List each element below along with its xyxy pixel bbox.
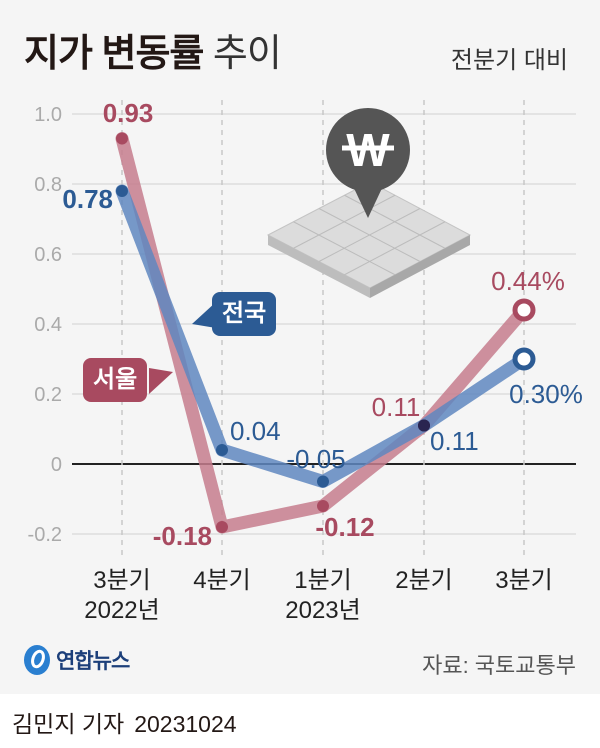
data-label: 0.04 (230, 416, 281, 446)
national-point (216, 444, 228, 456)
line-chart: -0.2 0 0.2 0.4 0.6 0.8 1.0 W 0.93 -0.18 -0.12 0.1… (28, 98, 583, 560)
seoul-point (216, 521, 228, 533)
y-tick-label: 0.4 (34, 314, 62, 336)
chart-title: 지가 변동률 추이 (24, 22, 282, 77)
x-label-2: 1분기 2023년 (285, 567, 361, 624)
x-label-1: 4분기 (193, 567, 251, 594)
y-tick-label: 0.8 (34, 174, 62, 196)
data-label: 0.30% (509, 379, 583, 409)
logo-text: 연합뉴스 (56, 650, 130, 673)
series-dots (116, 132, 536, 533)
reporter-name: 김민지 기자 (12, 711, 125, 737)
legend-seoul-tag: 서울 (83, 358, 148, 402)
legend-national-label: 전국 (222, 300, 267, 327)
y-tick-label: 1.0 (34, 104, 62, 126)
legend-seoul-label: 서울 (93, 366, 138, 393)
national-point (418, 419, 430, 432)
byline: 김민지 기자 20231024 (12, 705, 237, 739)
legend-seoul-pointer-icon (149, 368, 173, 394)
national-point (317, 475, 329, 488)
x-label-3: 2분기 (395, 567, 453, 594)
legend-national-pointer-icon (192, 302, 216, 328)
y-tick-label: 0.2 (34, 384, 62, 406)
y-tick-label: -0.2 (28, 524, 62, 546)
chart-subtitle: 전분기 대비 (450, 47, 568, 74)
y-axis-ticks: -0.2 0 0.2 0.4 0.6 0.8 1.0 (28, 104, 62, 546)
y-tick-label: 0.6 (34, 244, 62, 266)
x-label-4: 3분기 (495, 567, 553, 594)
data-label: 0.78 (62, 184, 113, 214)
yonhap-globe-icon (24, 645, 50, 675)
title-light: 추이 (212, 33, 282, 75)
seoul-endpoint (512, 298, 536, 322)
data-source: 자료: 국토교통부 (422, 653, 576, 678)
data-label: 0.44% (491, 266, 565, 296)
legend-national-tag: 전국 (212, 292, 277, 336)
x-label-0: 3분기 2022년 (84, 567, 160, 624)
seoul-point (317, 500, 329, 512)
seoul-point (116, 132, 128, 145)
y-tick-label: 0 (51, 454, 62, 476)
data-label: -0.18 (153, 521, 212, 551)
data-label: -0.12 (315, 512, 374, 542)
title-bold: 지가 변동률 (24, 33, 204, 75)
yonhap-logo: 연합뉴스 (22, 644, 130, 676)
publish-date: 20231024 (134, 711, 237, 737)
national-point (116, 185, 128, 197)
data-label: 0.11 (372, 392, 421, 422)
data-label: 0.11 (430, 426, 479, 456)
national-endpoint (512, 347, 536, 371)
data-label: 0.93 (103, 98, 154, 128)
data-labels: 0.93 -0.18 -0.12 0.11 0.44% 0.78 0.04-0.05 0.11… (62, 98, 582, 551)
data-label: -0.05 (286, 444, 345, 474)
land-price-illustration-icon: W (266, 108, 472, 298)
